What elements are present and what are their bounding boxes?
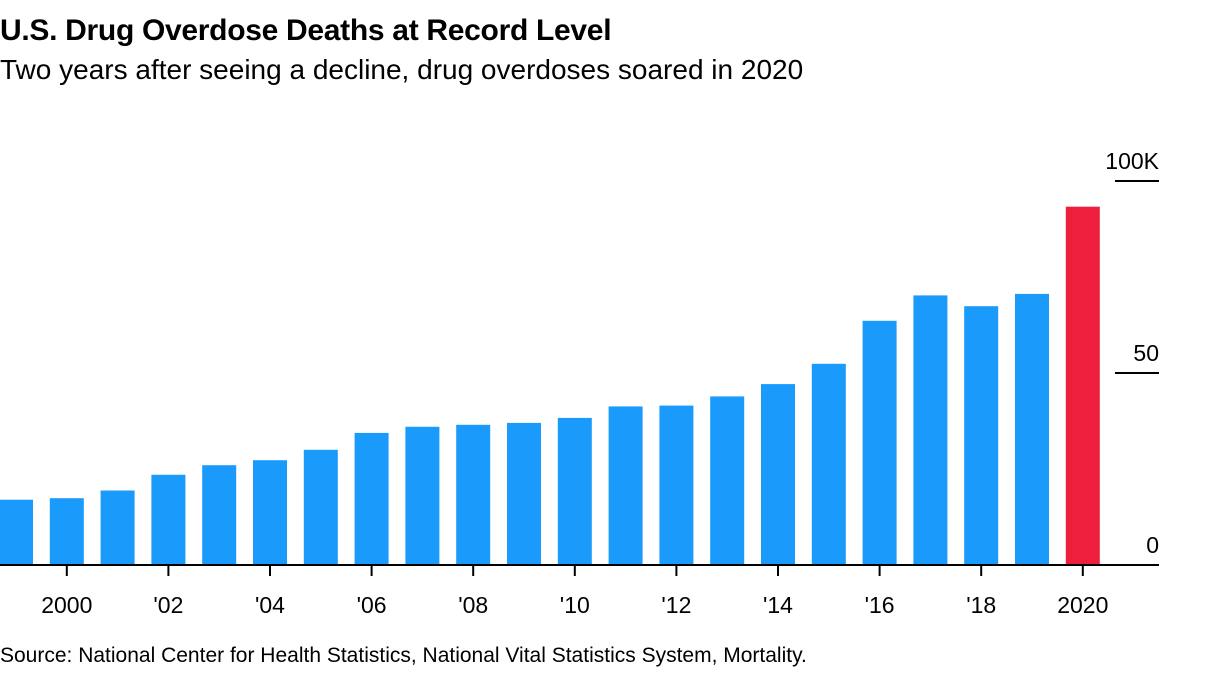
bar-2018: [964, 306, 999, 565]
bar-2005: [303, 449, 338, 565]
bar-2014: [761, 384, 795, 565]
bar-2012: [659, 405, 694, 565]
x-axis: 2000 '02 '04 '06 '08 '10 '12 '14 '16 '18 2020: [0, 564, 1159, 618]
bar-2020: [1065, 206, 1100, 565]
bar-2010: [557, 417, 592, 565]
x-tick-label: 2000: [41, 592, 92, 618]
y-tick-label: 100K: [1105, 148, 1159, 174]
x-tick-label: '14: [763, 592, 793, 618]
source-note: Source: National Center for Health Stati…: [0, 644, 807, 667]
bar-2001: [100, 490, 135, 565]
x-tick-label: '12: [661, 592, 691, 618]
x-tick-label: '18: [966, 592, 996, 618]
x-tick-label: '06: [357, 592, 387, 618]
bar-2004: [253, 460, 287, 565]
chart-subtitle: Two years after seeing a decline, drug o…: [0, 54, 804, 85]
x-tick-label: 2020: [1057, 592, 1108, 618]
bar-2007: [405, 426, 440, 565]
y-tick-label: 50: [1133, 340, 1159, 366]
bar-2011: [608, 406, 643, 565]
x-tick-label: '04: [255, 592, 285, 618]
bar-2015: [811, 363, 846, 565]
bar-1999: [0, 499, 33, 565]
bar-2019: [1015, 293, 1049, 565]
x-tick-label: '16: [865, 592, 895, 618]
y-tick-label: 0: [1146, 532, 1159, 558]
bar-2002: [151, 474, 186, 565]
bar-2016: [862, 320, 897, 565]
bar-2000: [49, 498, 84, 565]
bar-2006: [354, 432, 389, 565]
bar-2003: [202, 465, 237, 565]
x-tick-label: '08: [458, 592, 488, 618]
y-axis: 0 50 100K: [1105, 148, 1159, 558]
bar-2009: [507, 422, 541, 565]
bar-2008: [456, 424, 491, 565]
x-tick-label: '02: [153, 592, 183, 618]
bar-2017: [913, 295, 948, 565]
x-tick-label: '10: [560, 592, 590, 618]
bars-group: [0, 206, 1100, 565]
bar-2013: [710, 396, 745, 565]
chart-title: U.S. Drug Overdose Deaths at Record Leve…: [0, 14, 612, 47]
